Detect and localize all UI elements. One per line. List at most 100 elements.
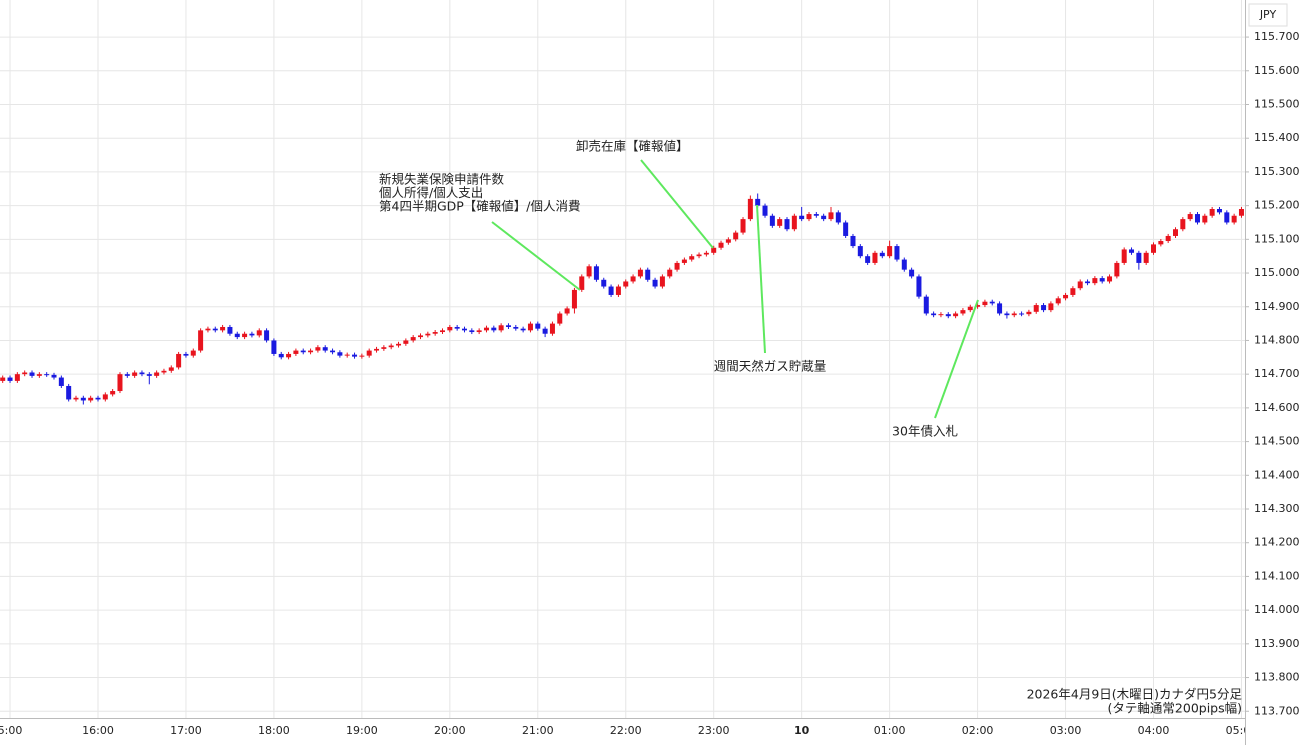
candle-body (139, 372, 145, 375)
candle-body (190, 350, 196, 356)
x-tick-label: 04:00 (1138, 724, 1170, 737)
candle-body (703, 252, 709, 255)
candle-body (220, 326, 226, 331)
candle-body (1231, 215, 1237, 223)
candle-body (659, 276, 665, 287)
x-tick-label: 10 (794, 724, 810, 737)
candle-body (777, 219, 783, 226)
candle-body (154, 372, 160, 376)
x-tick-label: 05:00 (1226, 724, 1258, 737)
annotation-text: 卸売在庫【確報値】 (576, 139, 689, 154)
candle-body (58, 377, 64, 386)
candle-body (403, 340, 409, 344)
candle-body (916, 276, 922, 297)
candle-body (806, 214, 812, 220)
candle-body (1107, 276, 1113, 282)
candle-body (36, 374, 42, 376)
candle-body (432, 332, 438, 334)
annotation-text: 週間天然ガス貯蔵量 (714, 359, 827, 374)
candle-body (51, 374, 57, 378)
candle-body (344, 354, 350, 356)
annotation-text: 個人所得/個人支出 (379, 185, 483, 200)
candle-body (80, 397, 86, 401)
candle-body (1238, 208, 1244, 216)
candle-body (953, 313, 959, 317)
candle-body (879, 252, 885, 257)
x-tick-label: 5:00 (0, 724, 22, 737)
y-tick-label: 114.700 (1254, 367, 1300, 380)
candle-body (887, 246, 893, 257)
candle-body (513, 326, 519, 329)
candle-body (909, 269, 915, 277)
candle-body (1194, 214, 1200, 223)
candle-body (176, 353, 182, 368)
candle-body (278, 353, 284, 358)
candle-body (945, 314, 951, 317)
candle-body (249, 333, 255, 336)
candle-body (857, 246, 863, 257)
candle-body (843, 222, 849, 236)
y-tick-label: 114.200 (1254, 536, 1300, 549)
annotation-pointer (934, 299, 979, 419)
candle-body (483, 327, 489, 331)
annotation-text: 第4四半期GDP【確報値】/個人消費 (379, 199, 581, 214)
candle-body (469, 330, 475, 333)
candle-body (1011, 313, 1017, 316)
y-tick-label: 114.800 (1254, 333, 1300, 346)
candle-body (227, 326, 233, 334)
candle-body (205, 328, 211, 331)
annotation-pointer (640, 159, 714, 249)
y-tick-label: 115.200 (1254, 199, 1300, 212)
candle-body (498, 325, 504, 331)
candle-body (418, 335, 424, 338)
candle-body (322, 347, 328, 351)
candle-body (747, 198, 753, 220)
caption: 2026年4月9日(木曜日)カナダ円5分足 (1027, 687, 1243, 702)
candle-body (0, 377, 6, 381)
candle-body (1202, 215, 1208, 223)
candle-body (168, 367, 174, 371)
candle-body (1158, 241, 1164, 245)
candle-body (183, 353, 189, 356)
y-tick-label: 113.800 (1254, 671, 1300, 684)
candle-body (1173, 229, 1178, 236)
candle-body (1077, 281, 1083, 289)
candle-body (505, 325, 511, 327)
x-tick-label: 19:00 (346, 724, 378, 737)
candle-body (725, 239, 731, 243)
candle-body (989, 301, 995, 304)
candle-body (821, 215, 827, 220)
y-tick-label: 113.700 (1254, 704, 1300, 717)
candle-body (696, 254, 702, 257)
candle-body (835, 212, 841, 223)
candle-body (645, 269, 651, 280)
candle-body (601, 279, 607, 287)
y-tick-label: 115.400 (1254, 131, 1300, 144)
candle-body (1143, 252, 1149, 263)
candle-body (982, 301, 988, 306)
candle-body (579, 276, 585, 290)
candle-body (315, 347, 321, 351)
y-tick-label: 115.300 (1254, 165, 1300, 178)
candle-body (286, 353, 292, 358)
candle-body (960, 310, 966, 314)
candle-body (1114, 262, 1120, 277)
candle-body (366, 350, 372, 356)
candle-body (1019, 313, 1025, 315)
candle-body (374, 348, 380, 351)
candle-body (652, 279, 658, 287)
x-tick-label: 20:00 (434, 724, 466, 737)
candle-body (1063, 294, 1069, 299)
candle-body (88, 397, 94, 401)
candle-body (425, 333, 431, 336)
candle-body (637, 269, 643, 277)
y-tick-label: 115.600 (1254, 64, 1300, 77)
x-tick-label: 02:00 (962, 724, 994, 737)
candle-body (784, 219, 790, 230)
x-tick-label: 03:00 (1050, 724, 1082, 737)
candle-body (476, 330, 482, 333)
y-tick-label: 115.700 (1254, 30, 1300, 43)
candle-body (828, 212, 834, 220)
candle-body (146, 374, 152, 376)
